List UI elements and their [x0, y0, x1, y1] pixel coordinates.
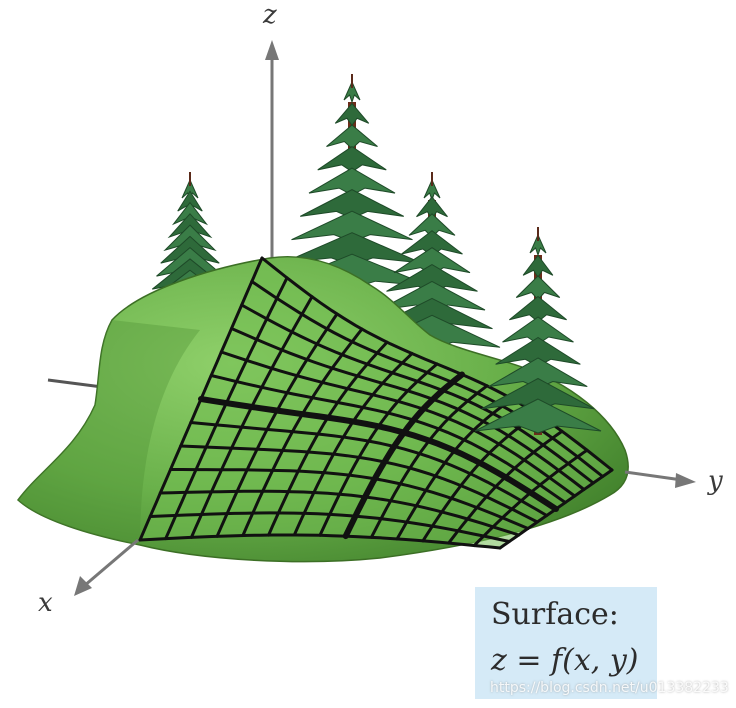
- mesh-line: [240, 303, 595, 485]
- caption-title: Surface:: [491, 597, 619, 632]
- mesh-line: [209, 374, 567, 504]
- caption-equation: z = f(x, y): [491, 643, 639, 678]
- x-axis: [74, 538, 139, 596]
- mesh-line: [158, 489, 521, 537]
- mesh-line: [169, 468, 530, 530]
- caption-box: Surface: z = f(x, y): [475, 587, 657, 699]
- mesh-line: [138, 533, 502, 550]
- mesh-line: [148, 511, 511, 543]
- mesh-line: [230, 327, 586, 491]
- tree-icon: [474, 227, 602, 435]
- watermark: https://blog.csdn.net/u013382233: [490, 680, 729, 696]
- mesh-line: [198, 396, 559, 512]
- x-axis-label: x: [38, 588, 53, 618]
- mesh-line: [219, 350, 577, 498]
- mesh-line: [250, 280, 605, 478]
- y-axis: [624, 470, 696, 488]
- mesh-line: [189, 421, 549, 517]
- surface-mesh: [138, 256, 614, 550]
- mesh-line: [179, 444, 539, 524]
- z-axis-label: z: [263, 0, 277, 30]
- y-axis-label: y: [708, 466, 723, 496]
- z-axis: [265, 40, 279, 260]
